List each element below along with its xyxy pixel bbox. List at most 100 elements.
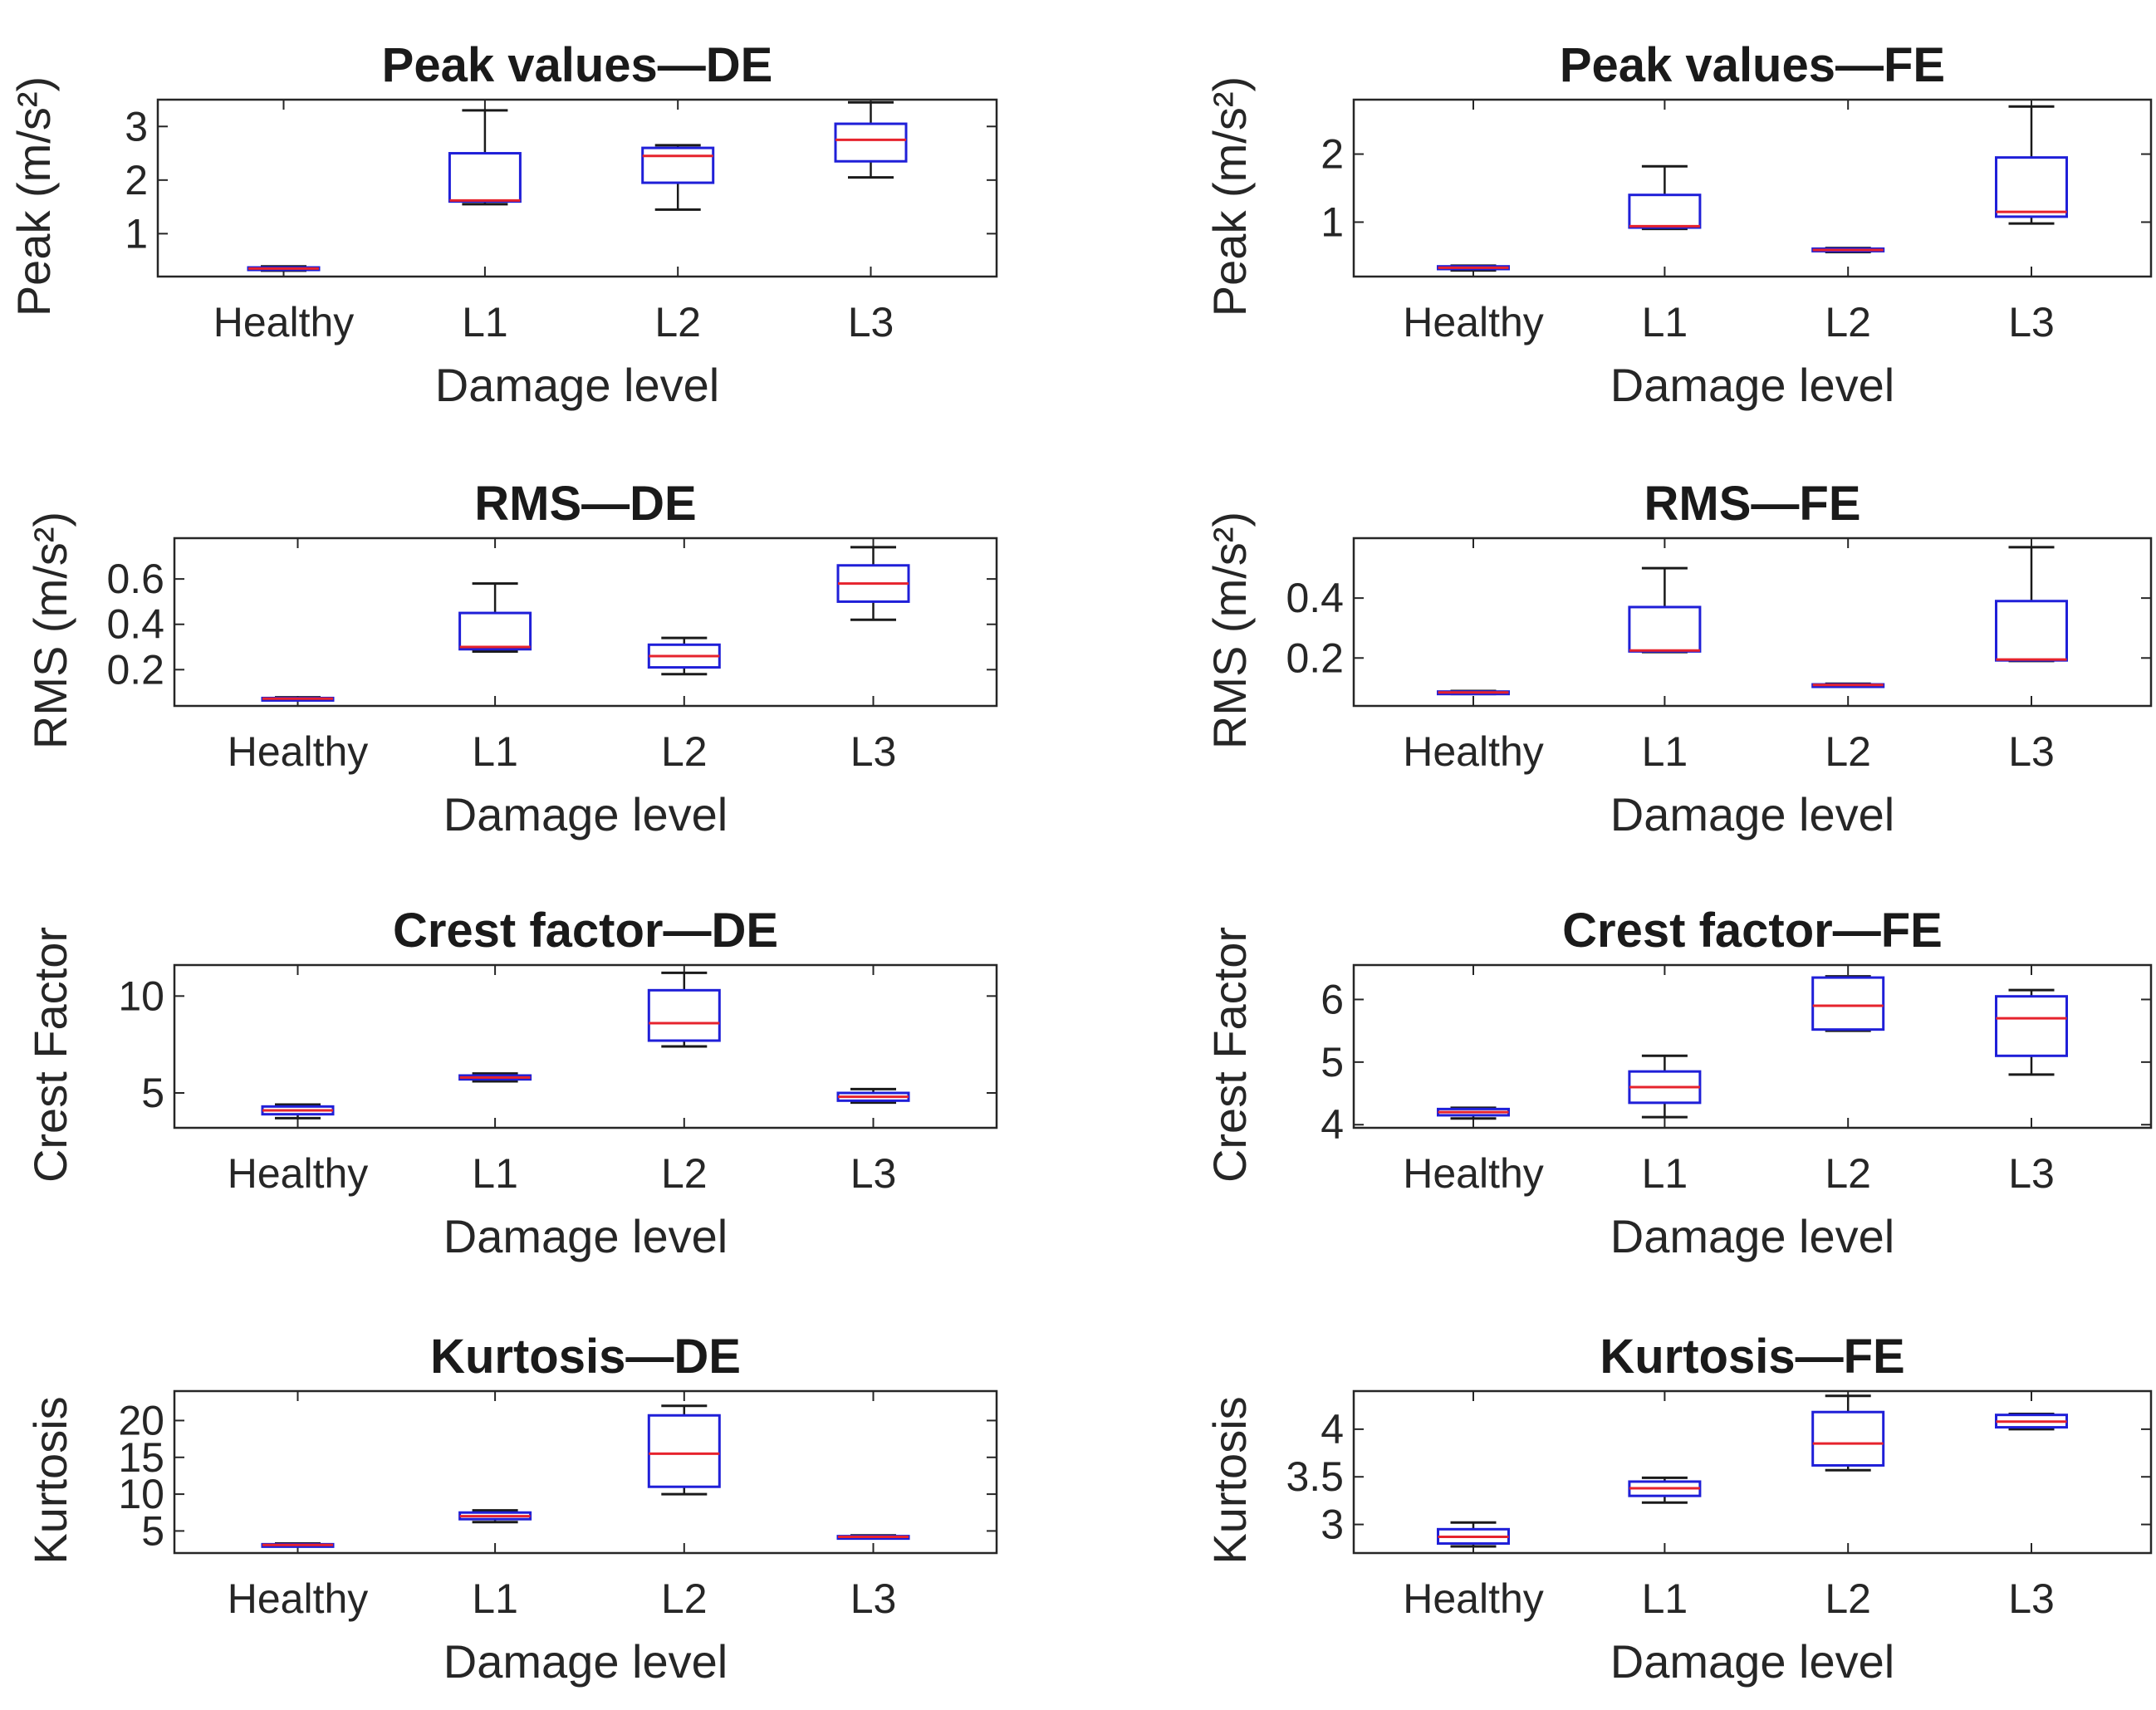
subplot: RMS—FE 0.2 0.4 Healthy L1 L2 L3 Damage level RMS… (1203, 477, 2153, 840)
y-tick-label: 1 (1321, 198, 1344, 245)
subplot: Crest factor—FE 4 5 6 Healthy L1 L2 L3 Damage le… (1203, 904, 2153, 1262)
y-tick-label: 3 (125, 103, 148, 149)
box-L2 (1811, 1394, 1885, 1472)
axes-frame (1352, 963, 2153, 1129)
x-tick-label: Healthy (1403, 1575, 1544, 1622)
x-tick-label: L2 (1825, 1150, 1871, 1197)
x-axis-label: Damage level (1610, 1210, 1894, 1262)
subplot-title: RMS—FE (1644, 477, 1861, 531)
box-L2 (647, 1404, 721, 1496)
axes-frame (156, 98, 998, 278)
subplot-title: Kurtosis—FE (1600, 1330, 1904, 1384)
x-tick-label: L3 (850, 1150, 897, 1197)
y-axis-label: Crest Factor (24, 927, 76, 1183)
y-tick-label: 2 (1321, 131, 1344, 178)
axes-frame (173, 1389, 998, 1555)
subplot: Peak values—FE 1 2 Healthy L1 L2 L3 Damage leve… (1203, 38, 2153, 411)
y-tick-label: 20 (118, 1397, 164, 1443)
x-tick-label: L2 (661, 728, 708, 775)
x-tick-label: L2 (654, 299, 701, 345)
x-tick-label: L3 (2008, 1150, 2055, 1197)
y-tick-label: 5 (1321, 1039, 1344, 1085)
y-axis-label: Peak (m/s²) (1203, 76, 1256, 316)
subplot-title: Crest factor—FE (1562, 904, 1943, 958)
box-L2 (641, 144, 715, 211)
y-axis-label: RMS (m/s²) (1203, 512, 1256, 749)
y-axis-label: RMS (m/s²) (24, 512, 76, 749)
box-L2 (647, 636, 721, 676)
y-axis-label: Kurtosis (1203, 1396, 1256, 1564)
box-iqr (458, 611, 532, 651)
subplot: Crest factor—DE 5 10 Healthy L1 L2 L3 Damage le… (24, 904, 998, 1262)
axes-frame (1352, 537, 2153, 708)
box-Healthy (261, 696, 335, 702)
y-tick-label: 0.4 (106, 601, 164, 648)
box-Healthy (1437, 689, 1510, 696)
box-L1 (1628, 566, 1702, 654)
box-L2 (1811, 247, 1885, 254)
y-tick-label: 2 (125, 157, 148, 203)
x-tick-label: L2 (661, 1150, 708, 1197)
x-tick-label: L1 (472, 728, 518, 775)
y-tick-label: 6 (1321, 976, 1344, 1022)
box-iqr (1811, 1410, 1885, 1467)
box-L1 (448, 109, 522, 206)
x-tick-label: L2 (1825, 299, 1871, 345)
x-tick-label: L3 (2008, 299, 2055, 345)
box-iqr (1811, 976, 1885, 1031)
box-iqr (647, 988, 721, 1042)
box-L2 (1811, 975, 1885, 1032)
y-tick-label: 5 (141, 1070, 164, 1116)
x-tick-label: L1 (1642, 1575, 1688, 1622)
x-axis-label: Damage level (1610, 359, 1894, 411)
x-tick-label: L3 (850, 728, 897, 775)
box-Healthy (261, 1103, 335, 1120)
x-axis-label: Damage level (435, 359, 719, 411)
box-iqr (834, 122, 908, 163)
x-tick-label: L3 (848, 299, 894, 345)
box-L1 (1628, 1476, 1702, 1504)
box-Healthy (247, 265, 321, 272)
y-axis-label: Peak (m/s²) (7, 76, 60, 316)
box-L1 (1628, 164, 1702, 231)
box-L3 (836, 1087, 910, 1105)
box-Healthy (1437, 1106, 1510, 1120)
box-iqr (1628, 194, 1702, 229)
x-tick-label: L2 (1825, 1575, 1871, 1622)
x-tick-label: Healthy (228, 1575, 369, 1622)
axes-frame (173, 963, 998, 1129)
subplot-title: Crest factor—DE (393, 904, 778, 958)
y-tick-label: 3 (1321, 1502, 1344, 1548)
box-L2 (647, 971, 721, 1048)
y-tick-label: 5 (141, 1507, 164, 1554)
x-axis-label: Damage level (1610, 788, 1894, 840)
x-tick-label: L2 (661, 1575, 708, 1622)
x-axis-label: Damage level (443, 1635, 728, 1688)
box-L3 (834, 100, 908, 179)
subplot-title: RMS—DE (474, 477, 696, 531)
subplot-title: Peak values—DE (382, 38, 773, 92)
x-tick-label: L1 (472, 1575, 518, 1622)
x-tick-label: L1 (1642, 1150, 1688, 1197)
y-tick-label: 1 (125, 210, 148, 257)
x-tick-label: L3 (2008, 728, 2055, 775)
y-tick-label: 3.5 (1286, 1453, 1344, 1500)
box-iqr (1995, 156, 2068, 218)
x-tick-label: L1 (462, 299, 508, 345)
box-iqr (647, 1414, 721, 1488)
y-axis-label: Kurtosis (24, 1396, 76, 1564)
x-axis-label: Damage level (1610, 1635, 1894, 1688)
y-tick-label: 0.6 (106, 556, 164, 602)
x-tick-label: Healthy (1403, 1150, 1544, 1197)
x-tick-label: L3 (850, 1575, 897, 1622)
box-L1 (458, 582, 532, 653)
y-tick-label: 4 (1321, 1101, 1344, 1148)
box-L3 (1995, 105, 2068, 225)
x-tick-label: Healthy (1403, 728, 1544, 775)
x-tick-label: L2 (1825, 728, 1871, 775)
y-tick-label: 10 (118, 973, 164, 1019)
y-tick-label: 4 (1321, 1406, 1344, 1453)
box-Healthy (261, 1541, 335, 1548)
